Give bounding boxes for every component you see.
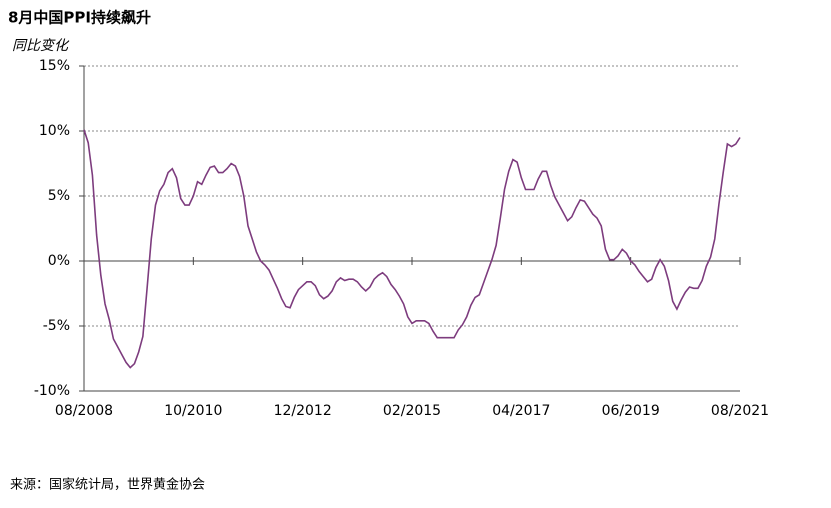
x-tick-label: 08/2008 <box>55 403 113 419</box>
x-tick-label: 04/2017 <box>492 403 550 419</box>
y-tick-label: -10% <box>34 383 70 399</box>
y-tick-label: 0% <box>48 253 70 269</box>
y-tick-label: -5% <box>43 318 70 334</box>
x-tick-label: 08/2021 <box>711 403 769 419</box>
x-tick-label: 06/2019 <box>602 403 660 419</box>
x-tick-label: 10/2010 <box>164 403 222 419</box>
source-note: 来源：国家统计局，世界黄金协会 <box>10 477 205 493</box>
chart-title: 8月中国PPI持续飙升 <box>8 9 151 27</box>
data-line <box>83 129 741 369</box>
y-tick-label: 10% <box>39 123 70 139</box>
y-tick-label: 15% <box>39 58 70 74</box>
chart-subtitle: 同比变化 <box>12 38 70 54</box>
x-tick-label: 02/2015 <box>383 403 441 419</box>
x-tick-label: 12/2012 <box>274 403 332 419</box>
y-tick-label: 5% <box>48 188 70 204</box>
